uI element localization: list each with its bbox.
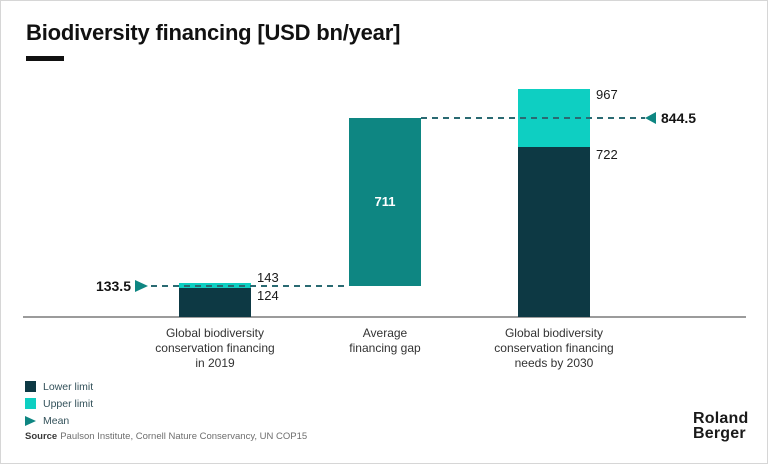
bar-value-label: 143 bbox=[257, 270, 279, 286]
legend-label-upper-limit: Upper limit bbox=[43, 397, 94, 410]
legend-item-mean: Mean bbox=[25, 412, 93, 429]
mean-triangle-icon bbox=[25, 415, 36, 426]
legend: Lower limit Upper limit Mean bbox=[25, 378, 93, 429]
mean-line bbox=[151, 284, 349, 287]
bar-segment-lower-limit bbox=[179, 287, 251, 317]
bar-value-label: 967 bbox=[596, 87, 618, 103]
mean-marker-icon bbox=[135, 279, 148, 292]
mean-value-label: 133.5 bbox=[95, 277, 131, 294]
source-label: Source bbox=[25, 431, 58, 442]
lower-limit-swatch-icon bbox=[25, 381, 36, 392]
roland-berger-logo: Roland Berger bbox=[693, 410, 749, 442]
logo-line-2: Berger bbox=[693, 425, 746, 442]
bar-value-label: 124 bbox=[257, 287, 279, 303]
mean-line bbox=[421, 116, 645, 119]
legend-label-lower-limit: Lower limit bbox=[43, 380, 94, 393]
legend-item-upper-limit: Upper limit bbox=[25, 395, 93, 412]
axis-line bbox=[23, 316, 746, 318]
source-text: Paulson Institute, Cornell Nature Conser… bbox=[60, 431, 308, 442]
bar-segment-financing-gap bbox=[349, 117, 421, 286]
mean-marker-icon bbox=[645, 111, 656, 124]
source-line: Source Paulson Institute, Cornell Nature … bbox=[25, 431, 307, 442]
category-label: Global biodiversity conservation financi… bbox=[155, 326, 275, 370]
legend-item-lower-limit: Lower limit bbox=[25, 378, 93, 395]
bar-value-label: 711 bbox=[374, 193, 396, 209]
upper-limit-swatch-icon bbox=[25, 398, 36, 409]
category-label: Average financing gap bbox=[349, 326, 421, 355]
legend-label-mean: Mean bbox=[43, 414, 70, 427]
bar-value-label: 722 bbox=[596, 146, 618, 162]
mean-value-label: 844.5 bbox=[661, 109, 697, 126]
category-label: Global biodiversity conservation financi… bbox=[494, 326, 614, 370]
bar-segment-lower-limit bbox=[518, 146, 590, 317]
page-title: Biodiversity financing [USD bn/year] bbox=[26, 20, 401, 45]
logo-line-1: Roland bbox=[693, 410, 749, 427]
title-underline bbox=[26, 56, 64, 61]
